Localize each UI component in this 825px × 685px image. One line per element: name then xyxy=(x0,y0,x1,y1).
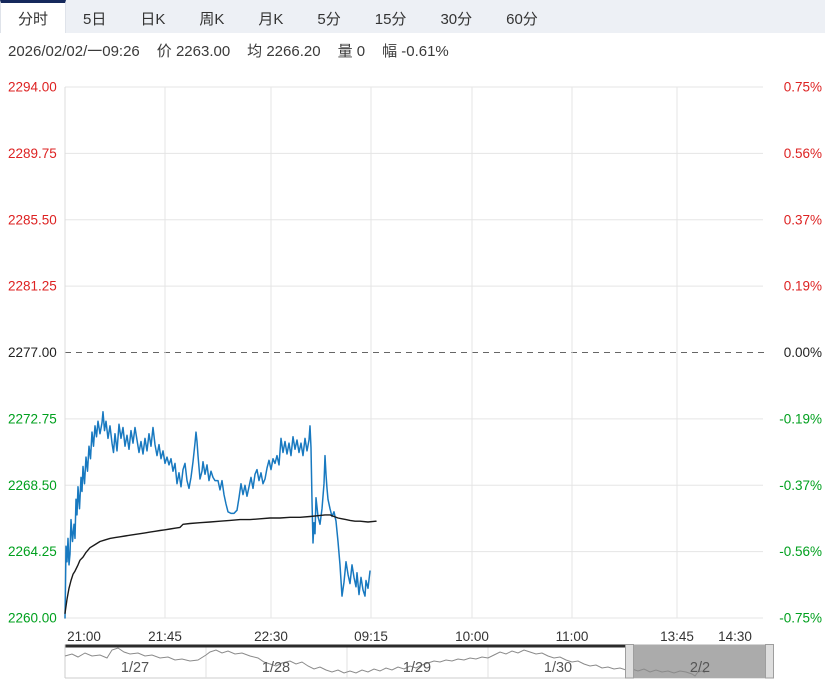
status-average: 均 2266.20 xyxy=(247,42,321,60)
tab-15min[interactable]: 15分 xyxy=(374,10,407,28)
tab-monthly-k[interactable]: 月K xyxy=(258,10,284,28)
statusbar: 2026/02/02/一09:26 价 2263.00 均 2266.20 量 … xyxy=(0,33,825,67)
navigator-right-handle[interactable] xyxy=(765,644,774,679)
chart-period-tabbar: 分时 5日 日K 周K 月K 5分 15分 30分 60分 xyxy=(0,0,825,33)
x-axis-label: 22:30 xyxy=(254,629,288,644)
status-price: 价 2263.00 xyxy=(156,42,231,60)
navigator-date-label[interactable]: 1/30 xyxy=(544,660,572,676)
navigator-date-label[interactable]: 1/27 xyxy=(121,660,149,676)
x-axis-label: 10:00 xyxy=(455,629,489,644)
x-axis-label: 21:45 xyxy=(148,629,182,644)
y-axis-right-label: 0.75% xyxy=(784,80,822,95)
x-axis-label: 14:30 xyxy=(718,629,752,644)
y-axis-left-label: 2268.50 xyxy=(8,478,57,493)
status-datetime: 2026/02/02/一09:26 xyxy=(8,42,140,60)
y-axis-right-label: -0.19% xyxy=(779,411,822,426)
y-axis-right: 0.75% 0.56% 0.37% 0.19% 0.00% -0.19% -0.37% -0.… xyxy=(779,80,822,626)
navigator-selection[interactable] xyxy=(629,644,770,679)
y-axis-left-label: 2289.75 xyxy=(8,146,57,161)
y-axis-left-label: 2264.25 xyxy=(8,544,57,559)
status-change-pct: 幅 -0.61% xyxy=(382,42,449,60)
navigator-sparkline xyxy=(64,647,706,677)
y-axis-right-label: -0.37% xyxy=(779,478,822,493)
y-axis-right-label: 0.37% xyxy=(784,212,822,227)
tab-daily-k[interactable]: 日K xyxy=(140,10,166,28)
price-series xyxy=(64,411,377,619)
tab-60min[interactable]: 60分 xyxy=(506,10,538,28)
navigator-left-handle[interactable] xyxy=(625,644,634,679)
tab-30min[interactable]: 30分 xyxy=(440,10,473,28)
tab-weekly-k[interactable]: 周K xyxy=(199,10,225,28)
tab-5day[interactable]: 5日 xyxy=(83,10,107,28)
y-axis-left-label: 2272.75 xyxy=(8,411,57,426)
x-axis-label: 09:15 xyxy=(354,629,388,644)
x-axis: 21:00 21:45 22:30 09:15 10:00 11:00 13:45 14:30 xyxy=(67,629,752,644)
y-axis-right-label: 0.00% xyxy=(784,345,822,360)
y-axis-right-label: 0.56% xyxy=(784,146,822,161)
navigator-date-label[interactable]: 1/29 xyxy=(403,660,431,676)
status-volume: 量 0 xyxy=(337,42,366,60)
y-axis-right-label: -0.75% xyxy=(779,611,822,626)
y-axis-right-label: -0.56% xyxy=(779,544,822,559)
navigator-date-label[interactable]: 1/28 xyxy=(262,660,290,676)
y-axis-left: 2294.00 2289.75 2285.50 2281.25 2277.00 2272.… xyxy=(8,80,57,626)
x-axis-label: 11:00 xyxy=(556,629,589,644)
y-axis-left-label: 2285.50 xyxy=(8,212,57,227)
tab-5min[interactable]: 5分 xyxy=(317,10,341,28)
y-axis-left-label: 2294.00 xyxy=(8,80,57,95)
tab-intraday[interactable]: 分时 xyxy=(0,0,67,33)
y-axis-left-label: 2260.00 xyxy=(8,611,57,626)
price-line xyxy=(64,411,371,619)
grid-lines xyxy=(64,86,768,619)
y-axis-right-label: 0.19% xyxy=(784,279,822,294)
x-axis-label: 13:45 xyxy=(660,629,694,644)
y-axis-left-label: 2281.25 xyxy=(8,279,57,294)
navigator-date-label[interactable]: 2/2 xyxy=(690,660,710,676)
range-navigator[interactable]: 1/27 1/28 1/29 1/30 2/2 xyxy=(64,644,774,679)
y-axis-left-label: 2277.00 xyxy=(8,345,57,360)
x-axis-label: 21:00 xyxy=(67,629,101,644)
intraday-chart[interactable]: 2294.00 2289.75 2285.50 2281.25 2277.00 2272.… xyxy=(0,67,825,685)
average-line xyxy=(64,514,377,614)
